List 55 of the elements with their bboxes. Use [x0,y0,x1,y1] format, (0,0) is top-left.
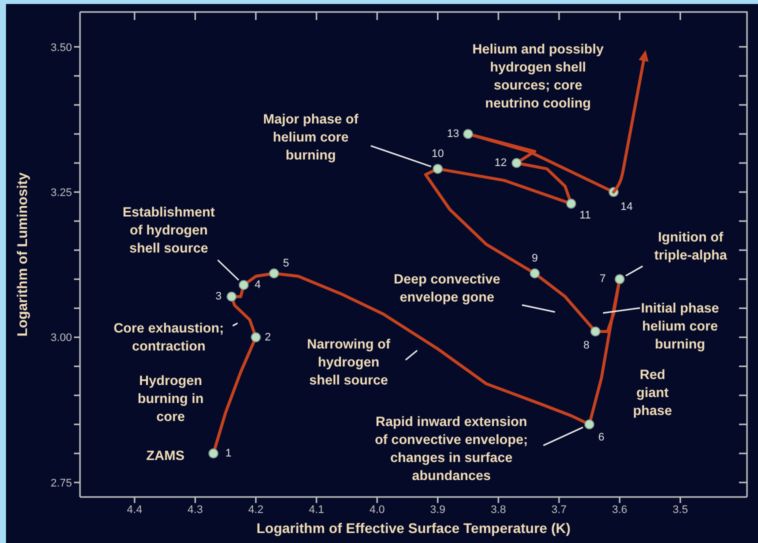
annotation: 9 [532,252,538,264]
point [269,268,280,278]
y-tick-label: 3.00 [50,332,72,344]
annotation: Narrowing of hydrogen shell source [306,336,391,388]
x-tick-label: 4.0 [369,504,385,516]
point [530,268,540,278]
point [238,280,249,290]
annotation: 7 [600,273,606,286]
x-tick-label: 4.4 [126,504,142,516]
point [432,164,443,174]
x-tick-label: 3.7 [551,504,567,516]
annotation: Helium and possibly hydrogen shell sources; core neutrino cooling [472,42,604,110]
point [250,332,261,342]
annotation: Ignition of triple-alpha [654,230,728,263]
annotation: 4 [254,278,261,291]
annotation: 3 [216,290,222,303]
annotation: 11 [579,210,591,222]
annotation: Core exhaustion; contraction [114,320,224,354]
annotation: Rapid inward extension of convective envelope; changes in surface abundances [374,414,528,483]
y-tick-label: 2.75 [50,477,72,490]
annotation: Initial phase helium core burning [640,300,720,352]
point [208,448,218,458]
point [463,128,474,139]
x-tick-label: 4.1 [308,504,324,516]
annotation: 6 [598,431,604,444]
x-tick-label: 3.9 [430,504,446,516]
point [226,292,237,302]
annotation: 10 [432,148,444,160]
annotation: 2 [264,331,271,344]
x-tick-label: 4.2 [248,504,264,516]
point [590,326,600,336]
annotation: 12 [494,157,507,170]
annotation: Hydrogen burning in core [138,372,204,424]
x-tick-label: 3.8 [490,504,506,516]
annotation: 13 [446,128,460,140]
point [566,198,576,209]
y-tick-label: 3.50 [50,42,72,54]
annotation: Deep convective envelope gone [394,272,501,304]
annotation: Major phase of helium core burning [263,111,359,162]
annotation: Establishment of hydrogen shell source [122,204,216,256]
annotation: 1 [225,447,232,460]
point [614,274,625,284]
x-tick-label: 4.3 [188,504,203,516]
annotation: 14 [620,201,633,214]
point [512,158,522,168]
annotation: 8 [583,339,590,352]
y-tick-label: 3.25 [50,186,72,199]
x-tick-label: 3.6 [612,504,628,516]
point [584,419,594,430]
x-tick-label: 3.5 [672,504,688,516]
annotation: Red giant phase [633,366,673,418]
annotation: ZAMS [146,448,185,463]
annotation: 5 [282,257,290,270]
x-axis-title: Logarithm of Effective Surface Temperature (K) [256,520,571,536]
y-axis-title: Logarithm of Luminosity [14,172,30,337]
